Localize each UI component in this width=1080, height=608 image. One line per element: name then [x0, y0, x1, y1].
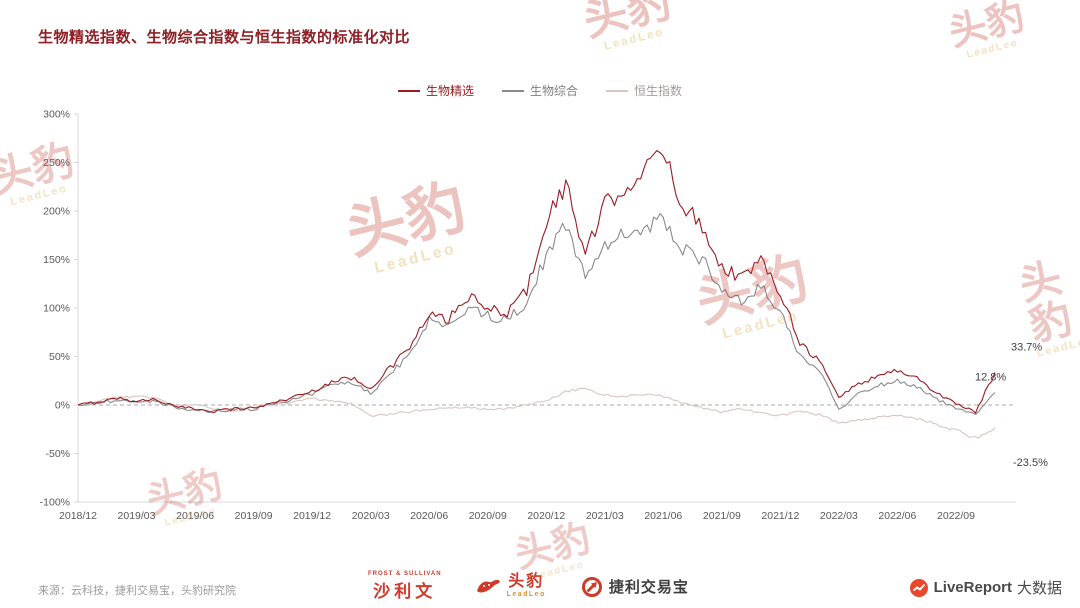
end-value-label-生物综合: 12.8%	[975, 372, 1006, 384]
svg-text:2019/06: 2019/06	[176, 510, 214, 522]
svg-text:-50%: -50%	[45, 448, 70, 460]
chart-legend: 生物精选 生物综合 恒生指数	[0, 82, 1080, 99]
svg-text:2020/12: 2020/12	[527, 510, 565, 522]
livereport-chart-icon	[909, 578, 928, 597]
legend-label: 生物综合	[529, 84, 578, 98]
svg-text:150%: 150%	[43, 254, 70, 266]
svg-text:2018/12: 2018/12	[59, 510, 97, 522]
legend-item-bio-composite: 生物综合	[501, 82, 578, 99]
svg-text:2022/03: 2022/03	[820, 510, 858, 522]
legend-label: 生物精选	[425, 84, 474, 98]
svg-text:2022/09: 2022/09	[937, 510, 975, 522]
svg-text:300%: 300%	[43, 109, 70, 121]
leadleo-logo-text: 头豹 LeadLeo	[506, 573, 546, 599]
svg-text:100%: 100%	[43, 303, 70, 315]
comparison-line-chart: 300% 250% 200% 150% 100% 50% 0% -50% -100%2018/1…	[40, 109, 1048, 523]
end-value-label-恒生指数: -23.5%	[1013, 457, 1048, 469]
svg-text:0%: 0%	[55, 400, 70, 412]
leadleo-logo-sub: LeadLeo	[506, 591, 546, 599]
svg-text:-100%: -100%	[40, 497, 70, 509]
svg-text:50%: 50%	[49, 351, 70, 363]
leadleo-logo: 头豹 LeadLeo	[476, 574, 546, 598]
leadleo-logo-name: 头豹	[508, 573, 545, 591]
svg-text:2022/06: 2022/06	[878, 510, 916, 522]
svg-text:2019/09: 2019/09	[235, 510, 273, 522]
footer-logos: FROST & SULLIVAN 沙利文 头豹 LeadLeo 捷利交易宝	[368, 571, 689, 602]
sullivan-logo-name: 沙利文	[373, 582, 437, 601]
jieli-circle-arrow-icon	[581, 576, 602, 597]
svg-text:2021/12: 2021/12	[761, 510, 799, 522]
svg-text:2019/12: 2019/12	[293, 510, 331, 522]
x-axis-labels: 2018/12 2019/03 2019/06 2019/09 2019/12 2020/…	[59, 510, 975, 522]
series-line-生物综合	[77, 213, 996, 415]
leadleo-watermark: 头豹 LeadLeo	[578, 0, 676, 53]
livereport-logo-name: LiveReport	[933, 579, 1012, 596]
leadleo-watermark: 头豹 LeadLeo	[944, 0, 1029, 61]
legend-item-bio-select: 生物精选	[397, 82, 474, 99]
svg-text:2020/03: 2020/03	[352, 510, 390, 522]
series-line-生物精选	[77, 150, 996, 414]
sullivan-logo-subtitle: FROST & SULLIVAN	[368, 571, 442, 577]
legend-line-swatch	[606, 89, 628, 92]
axes	[77, 114, 1016, 503]
y-axis-labels: 300% 250% 200% 150% 100% 50% 0% -50% -100%	[40, 109, 78, 509]
legend-line-swatch	[397, 89, 420, 92]
livereport-logo-suffix: 大数据	[1016, 580, 1062, 597]
svg-text:250%: 250%	[43, 157, 70, 169]
sullivan-logo: FROST & SULLIVAN 沙利文	[368, 571, 442, 602]
page-title: 生物精选指数、生物综合指数与恒生指数的标准化对比	[38, 29, 411, 46]
svg-text:2020/09: 2020/09	[469, 510, 507, 522]
series-line-恒生指数	[77, 387, 996, 439]
legend-label: 恒生指数	[634, 84, 683, 98]
svg-text:2021/06: 2021/06	[644, 510, 682, 522]
svg-text:2021/09: 2021/09	[703, 510, 741, 522]
svg-text:2021/03: 2021/03	[586, 510, 624, 522]
svg-text:200%: 200%	[43, 206, 70, 218]
source-note: 来源：云科技，捷利交易宝，头豹研究院	[38, 585, 236, 597]
legend-item-hang-seng: 恒生指数	[606, 82, 682, 99]
jieli-logo-name: 捷利交易宝	[608, 579, 689, 596]
legend-line-swatch	[501, 89, 524, 92]
jieli-logo: 捷利交易宝	[580, 575, 689, 599]
svg-text:2019/03: 2019/03	[118, 510, 156, 522]
end-value-label-生物精选: 33.7%	[1011, 341, 1042, 353]
leadleo-leopard-icon	[476, 580, 500, 593]
livereport-logo: LiveReport 大数据	[909, 577, 1062, 598]
svg-text:2020/06: 2020/06	[410, 510, 448, 522]
